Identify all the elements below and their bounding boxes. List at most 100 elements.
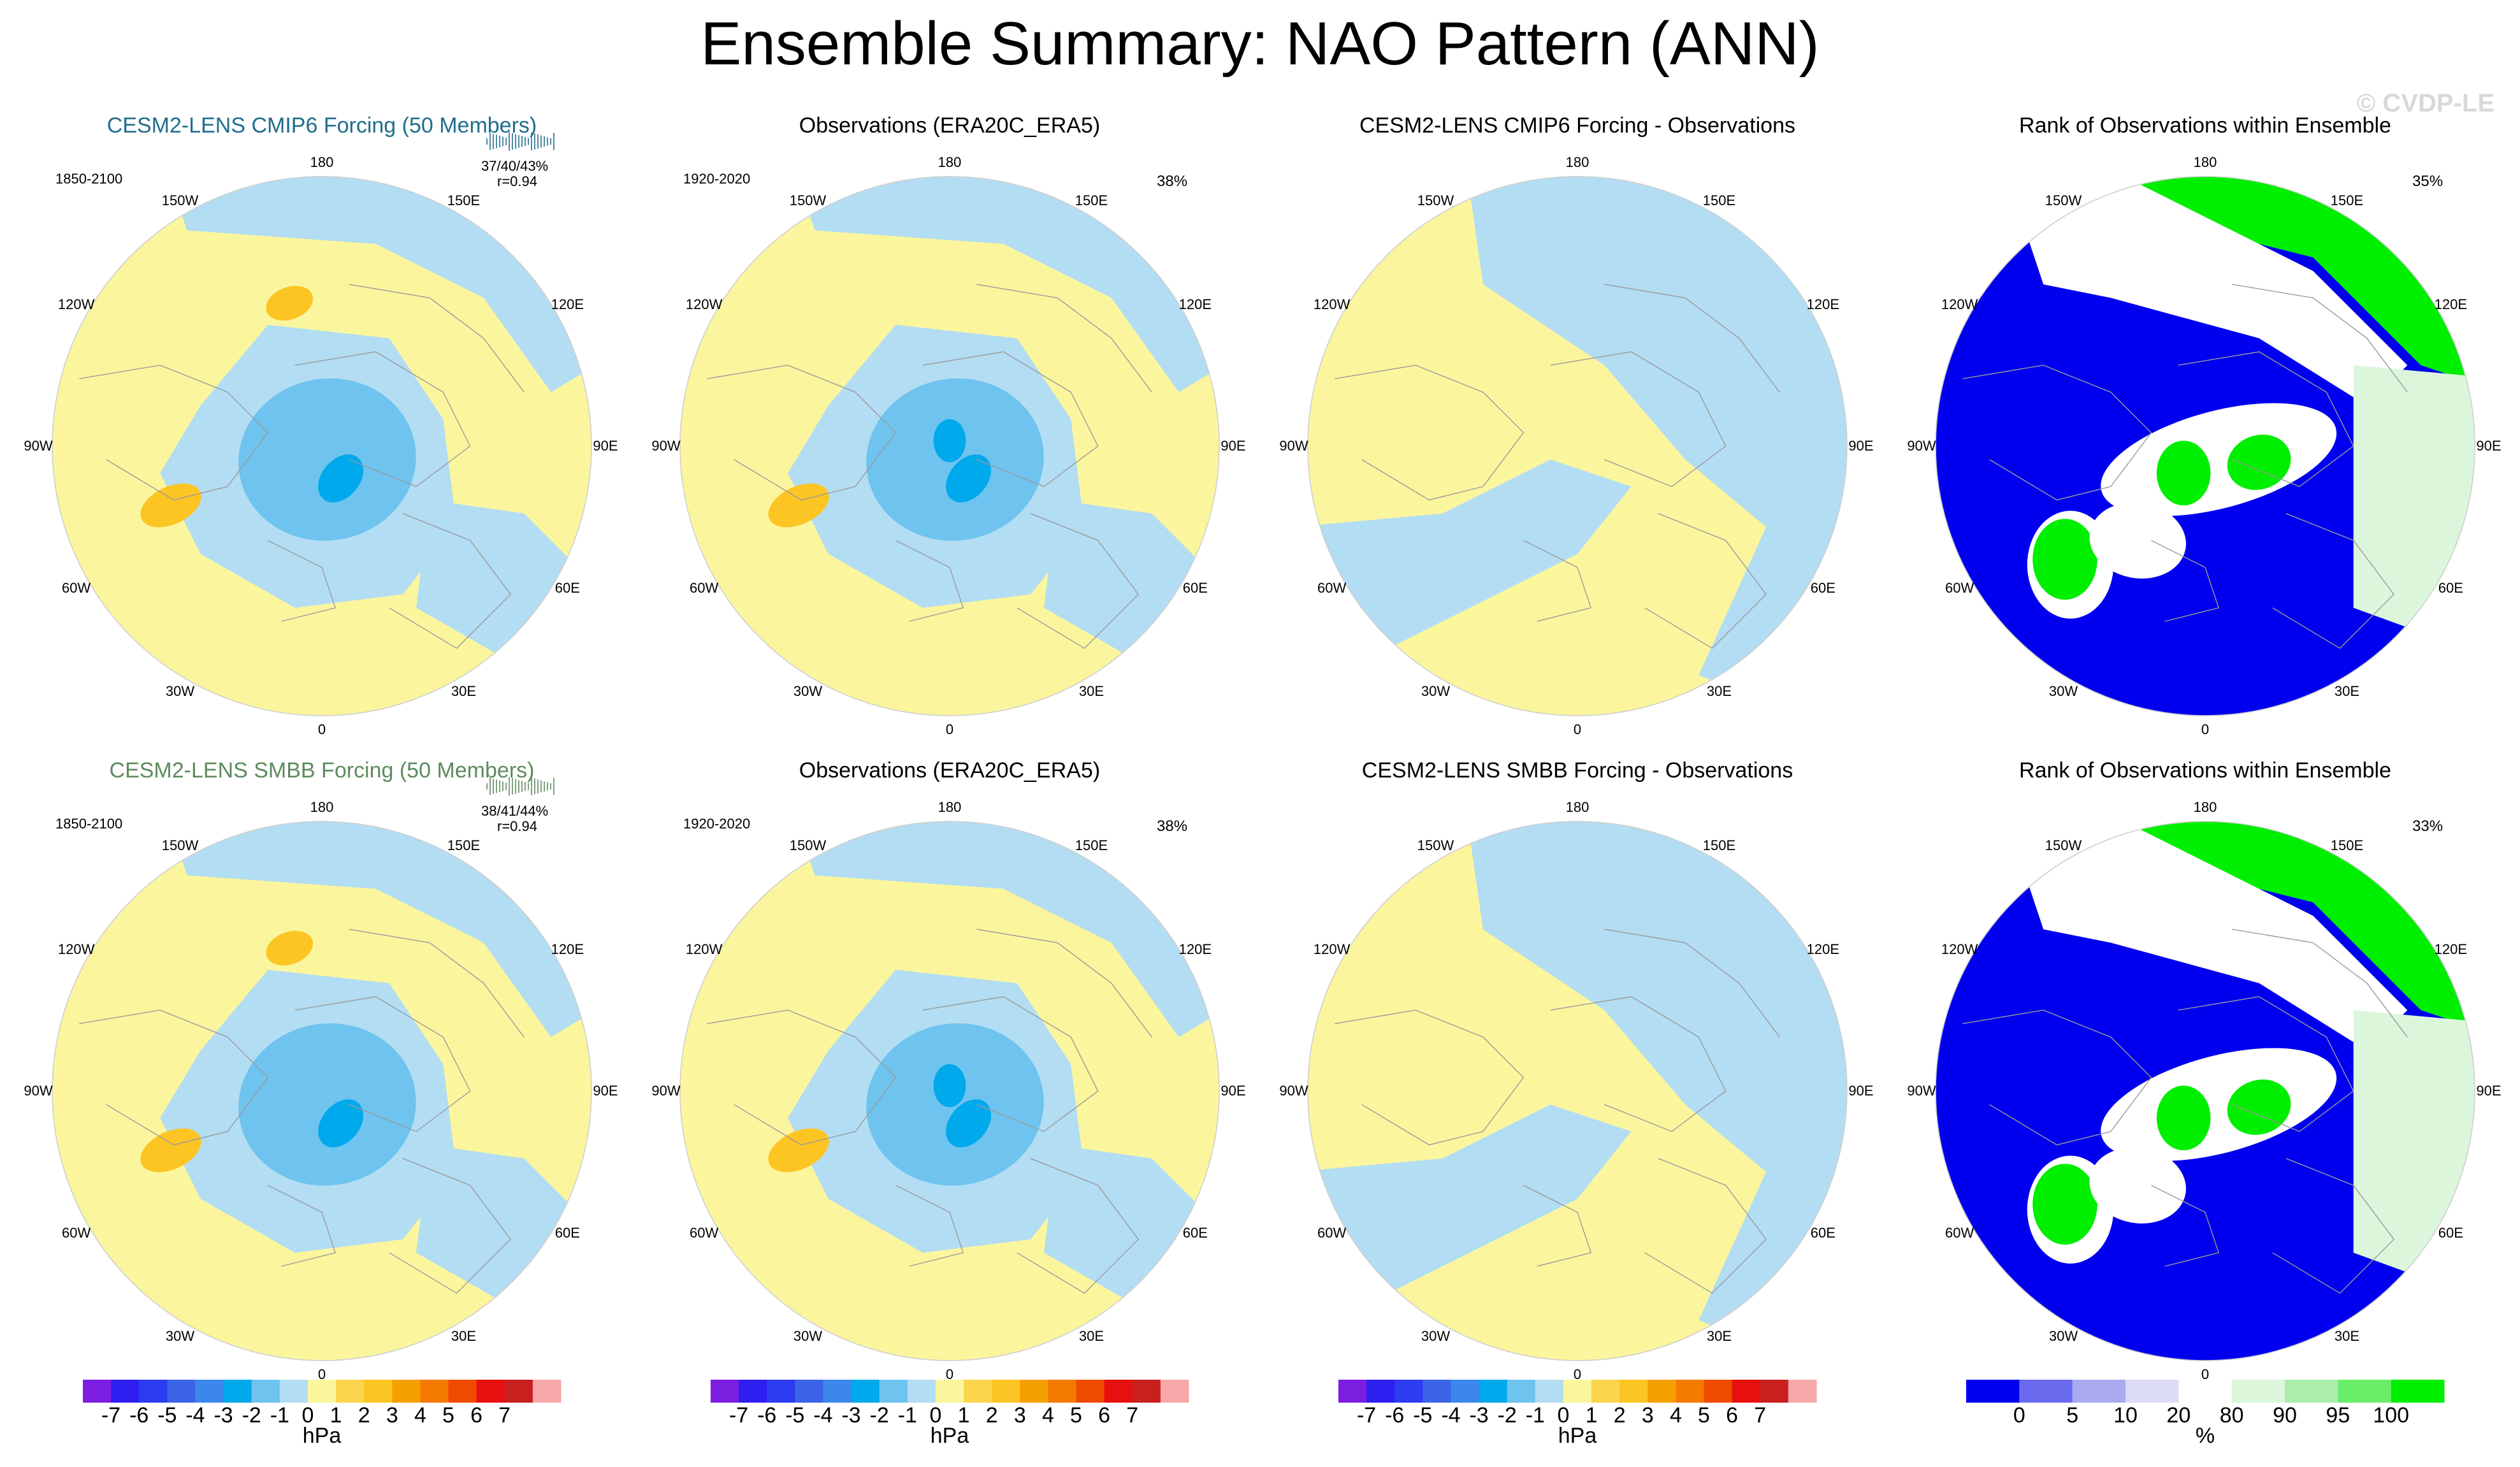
longitude-label: 150E	[2330, 192, 2364, 208]
colorbar-swatch	[2072, 1380, 2126, 1403]
arctic-low-core-2	[933, 419, 966, 463]
panel-title: Observations (ERA20C_ERA5)	[799, 113, 1101, 138]
colorbar-swatch	[1563, 1380, 1592, 1403]
rank-green-arctic-2	[2227, 1080, 2291, 1135]
longitude-label: 120W	[685, 296, 723, 312]
colorbar-swatch	[2178, 1380, 2233, 1403]
colorbar-tick-label: -3	[1469, 1403, 1489, 1427]
colorbar-swatch	[1704, 1380, 1733, 1403]
longitude-label: 120E	[551, 296, 584, 312]
colorbar-swatch	[307, 1380, 337, 1403]
colorbar-swatch	[2019, 1380, 2073, 1403]
pacific-high	[266, 930, 314, 965]
colorbar-tick-label: 1	[329, 1403, 342, 1427]
longitude-label: 150E	[1075, 192, 1108, 208]
figure-title: Ensemble Summary: NAO Pattern (ANN)	[700, 10, 1820, 78]
map-boundary	[52, 176, 592, 716]
longitude-label: 60W	[689, 579, 719, 596]
arctic-low-core	[946, 1099, 992, 1148]
colorbar-tick-label: -6	[757, 1403, 777, 1427]
pattern-correlation-pct: 33%	[2412, 818, 2444, 835]
longitude-label: 60E	[1810, 1224, 1836, 1241]
longitude-label: 150W	[789, 192, 827, 208]
panel-title: Rank of Observations within Ensemble	[2019, 113, 2391, 138]
colorbar-tick-label: 6	[1726, 1403, 1739, 1427]
coastlines	[707, 929, 1152, 1294]
longitude-label: 150E	[1702, 192, 1736, 208]
colorbar-swatch	[336, 1380, 365, 1403]
colorbar-swatch	[1591, 1380, 1620, 1403]
longitude-label: 150W	[161, 192, 199, 208]
colorbar-swatch	[1788, 1380, 1817, 1403]
longitude-label: 180	[1565, 154, 1589, 170]
colorbar-swatch	[1048, 1380, 1077, 1403]
longitude-label: 150E	[447, 192, 481, 208]
colorbar-tick-label: 4	[414, 1403, 426, 1427]
longitude-label: 90W	[1279, 1083, 1308, 1099]
longitude-label: 90W	[651, 1083, 681, 1099]
colorbar-tick-label: 6	[1098, 1403, 1111, 1427]
colorbar-swatch	[83, 1380, 112, 1403]
colorbar-swatch	[223, 1380, 252, 1403]
panel-title: CESM2-LENS SMBB Forcing (50 Members)	[109, 758, 535, 783]
map-boundary	[1935, 176, 2475, 716]
longitude-label: 120W	[57, 296, 95, 312]
period-label: 1920-2020	[683, 171, 751, 187]
colorbar	[1338, 1380, 1817, 1403]
panel-title: Rank of Observations within Ensemble	[2019, 758, 2391, 783]
longitude-label: 60E	[554, 579, 580, 596]
colorbar	[83, 1380, 561, 1403]
longitude-label: 180	[2193, 799, 2217, 815]
atlantic-high	[768, 1128, 829, 1173]
longitude-label: 180	[310, 799, 334, 815]
longitude-label: 120W	[1941, 941, 1978, 957]
colorbar-swatch	[1676, 1380, 1705, 1403]
colorbar-tick-label: 0	[929, 1403, 942, 1427]
map-rank-1	[1936, 821, 2475, 1361]
colorbar-swatch	[2231, 1380, 2285, 1403]
stats-line-2: r=0.94	[497, 818, 537, 834]
longitude-label: 120E	[1178, 296, 1212, 312]
longitude-label: 30E	[1078, 683, 1104, 700]
map-boundary	[679, 821, 1220, 1361]
map-boundary	[679, 176, 1220, 716]
longitude-label: 120E	[1178, 941, 1212, 957]
period-label: 1850-2100	[55, 816, 123, 832]
longitude-label: 0	[317, 721, 326, 737]
colorbar-swatch	[935, 1380, 964, 1403]
longitude-label: 90W	[1907, 1083, 1936, 1099]
longitude-label: 60W	[689, 1224, 719, 1241]
longitude-label: 120W	[57, 941, 95, 957]
longitude-label: 120E	[2434, 296, 2468, 312]
longitude-label: 150E	[447, 837, 481, 853]
colorbar-tick-label: 2	[985, 1403, 998, 1427]
colorbar-swatch	[1760, 1380, 1789, 1403]
colorbar-tick-label: 2	[358, 1403, 370, 1427]
longitude-label: 150W	[789, 837, 827, 853]
colorbar-tick-label: -3	[214, 1403, 233, 1427]
longitude-label: 30E	[2334, 1328, 2360, 1345]
coastlines	[79, 284, 525, 649]
colorbar-swatch	[195, 1380, 224, 1403]
stats-line-2: r=0.94	[497, 173, 537, 189]
colorbar-swatch	[711, 1380, 739, 1403]
colorbar-swatch	[851, 1380, 880, 1403]
longitude-label: 90E	[1848, 438, 1874, 454]
colorbar	[711, 1380, 1189, 1403]
coastlines	[1962, 929, 2408, 1294]
colorbar-tick-label: 4	[1669, 1403, 1682, 1427]
longitude-label: 90E	[593, 438, 618, 454]
colorbar-tick-label: 100	[2373, 1403, 2410, 1427]
colorbar-swatch	[1535, 1380, 1564, 1403]
longitude-label: 60W	[1944, 1224, 1974, 1241]
longitude-label: 150W	[2045, 192, 2082, 208]
pacific-high	[266, 285, 314, 321]
colorbar-tick-label: -2	[869, 1403, 889, 1427]
colorbar-tick-label: -6	[1385, 1403, 1405, 1427]
colorbar-swatch	[111, 1380, 140, 1403]
longitude-label: 60W	[61, 1224, 91, 1241]
longitude-label: 0	[2201, 721, 2210, 737]
stats-line-1: 37/40/43%	[481, 158, 549, 174]
colorbar-swatch	[420, 1380, 449, 1403]
colorbar-swatch	[1451, 1380, 1480, 1403]
